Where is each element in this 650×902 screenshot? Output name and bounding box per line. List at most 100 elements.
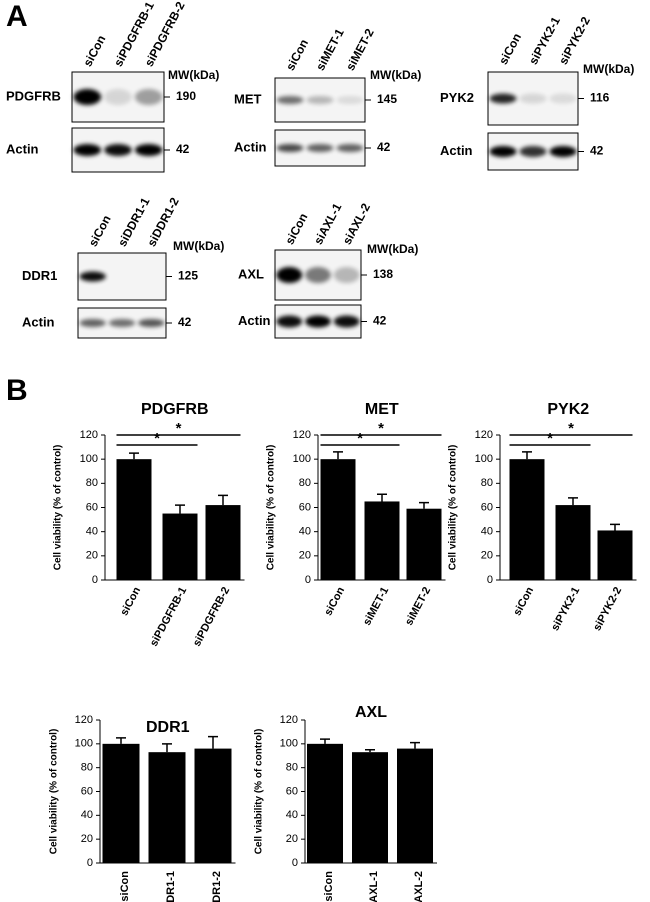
y-tick-label: 20 — [86, 550, 98, 562]
blot-band — [336, 96, 364, 104]
blot-band — [489, 146, 517, 157]
protein-label: DDR1 — [22, 268, 57, 283]
error-bar — [610, 523, 620, 531]
y-tick-label: 0 — [92, 574, 98, 586]
blot-band — [134, 144, 163, 156]
blot-band — [138, 319, 165, 327]
bar — [148, 752, 186, 863]
blot-band — [519, 146, 547, 157]
x-tick-label: siCon — [323, 871, 335, 902]
error-bar — [129, 452, 139, 460]
chart-title: PDGFRB — [141, 401, 209, 418]
y-tick-label: 120 — [293, 429, 311, 441]
blot-band — [305, 315, 331, 328]
y-tick-label: 40 — [286, 809, 298, 821]
chart-title: DDR1 — [146, 719, 190, 736]
significance-label: * — [176, 420, 182, 437]
y-tick-label: 100 — [75, 738, 93, 750]
lane-label: siCon — [282, 211, 310, 247]
protein-label: Actin — [22, 314, 55, 329]
chart-title: PYK2 — [547, 401, 589, 418]
error-bar — [218, 494, 228, 506]
y-tick-label: 20 — [299, 550, 311, 562]
blot-band — [549, 146, 577, 157]
y-axis-label: Cell viability (% of control) — [266, 445, 277, 571]
error-bar — [162, 743, 172, 753]
lane-label: siMET-1 — [313, 26, 347, 73]
y-tick-label: 60 — [286, 785, 298, 797]
x-tick-label: siCon — [322, 585, 347, 618]
protein-label: PYK2 — [440, 90, 474, 105]
significance-label: * — [568, 420, 574, 437]
blot-band — [336, 144, 364, 152]
y-tick-label: 80 — [81, 762, 93, 774]
mw-title: MW(kDa) — [173, 239, 224, 253]
y-axis-label: Cell viability (% of control) — [49, 729, 60, 855]
mw-label: 42 — [178, 315, 192, 329]
bar — [102, 743, 140, 863]
lane-label: siAXL-2 — [340, 201, 373, 247]
protein-label: MET — [234, 91, 262, 106]
chart-title: MET — [365, 401, 399, 418]
protein-label: Actin — [238, 313, 271, 328]
x-tick-label: siCon — [119, 871, 131, 902]
panel-label: A — [6, 0, 28, 33]
y-tick-label: 0 — [292, 857, 298, 869]
bar — [194, 748, 232, 863]
blot-band — [276, 315, 303, 328]
y-axis-label: Cell viability (% of control) — [254, 729, 265, 855]
mw-title: MW(kDa) — [168, 68, 219, 82]
y-tick-label: 0 — [305, 574, 311, 586]
y-tick-label: 120 — [75, 714, 93, 726]
x-tick-label: siPYK2-1 — [549, 585, 582, 633]
x-tick-label: siPDGFRB-2 — [191, 585, 232, 648]
y-tick-label: 60 — [81, 785, 93, 797]
mw-label: 145 — [377, 92, 397, 106]
y-tick-label: 100 — [293, 453, 311, 465]
x-tick-label: siAXL-2 — [413, 871, 425, 902]
x-tick-label: siPYK2-2 — [591, 585, 624, 633]
mw-label: 42 — [590, 144, 604, 158]
bar — [364, 501, 400, 580]
mw-label: 42 — [377, 140, 391, 154]
protein-label: Actin — [234, 139, 267, 154]
blot-band — [549, 93, 577, 104]
blot-band — [276, 144, 304, 152]
y-tick-label: 120 — [280, 714, 298, 726]
blot-band — [73, 144, 102, 156]
x-tick-label: siAXL-1 — [368, 871, 380, 902]
blot-band — [305, 267, 331, 283]
error-bar — [208, 735, 218, 749]
lane-label: siCon — [86, 213, 114, 249]
mw-title: MW(kDa) — [367, 242, 418, 256]
error-bar — [522, 451, 532, 460]
blot-band — [276, 267, 303, 283]
panel-label: B — [6, 374, 28, 407]
mw-label: 116 — [590, 91, 610, 105]
bar — [509, 459, 545, 580]
protein-label: PDGFRB — [6, 88, 61, 103]
y-tick-label: 20 — [481, 550, 493, 562]
protein-label: AXL — [238, 266, 264, 281]
mw-label: 42 — [176, 142, 190, 156]
y-tick-label: 0 — [87, 857, 93, 869]
blot-band — [134, 89, 163, 105]
bar — [205, 505, 241, 580]
blot-band — [306, 144, 334, 152]
x-tick-label: siCon — [118, 585, 143, 618]
blot-band — [333, 267, 360, 283]
mw-title: MW(kDa) — [370, 68, 421, 82]
blot-band — [79, 271, 106, 282]
error-bar — [377, 493, 387, 502]
y-tick-label: 20 — [286, 833, 298, 845]
bar — [116, 459, 152, 580]
lane-label: siCon — [283, 37, 311, 73]
mw-title: MW(kDa) — [583, 62, 634, 76]
y-tick-label: 120 — [80, 429, 98, 441]
mw-label: 138 — [373, 267, 393, 281]
x-tick-label: siCon — [511, 585, 536, 618]
bar — [307, 743, 343, 863]
blot-band — [108, 319, 136, 327]
blot-band — [104, 89, 132, 105]
